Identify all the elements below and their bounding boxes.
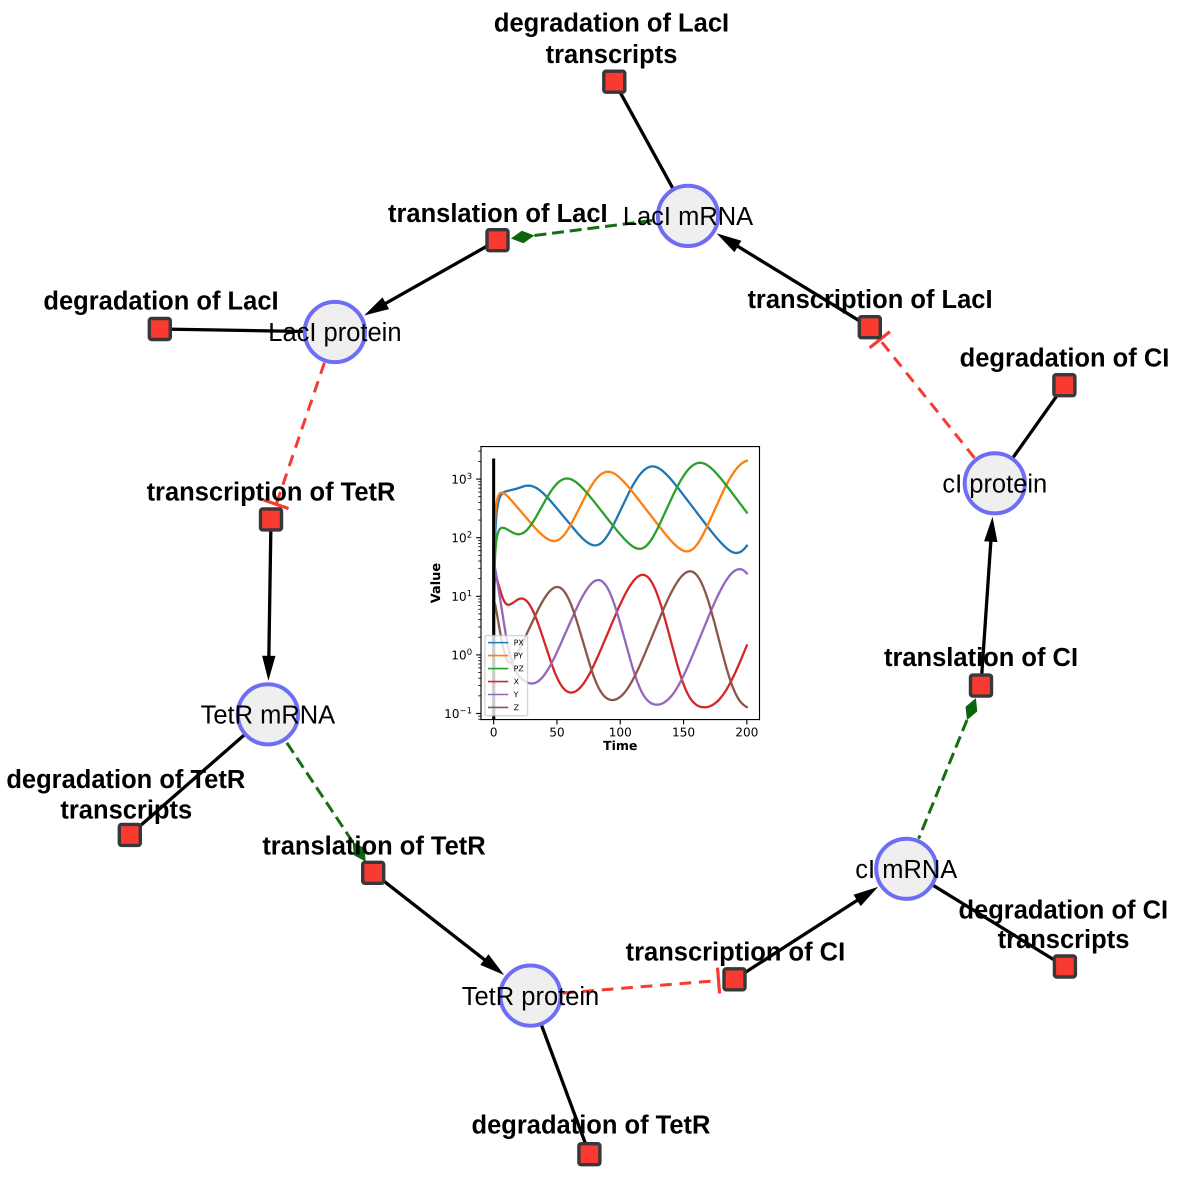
svg-text:degradation of LacI: degradation of LacI	[494, 10, 729, 38]
svg-text:transcription of CI: transcription of CI	[626, 939, 846, 967]
svg-text:transcripts: transcripts	[60, 797, 192, 825]
svg-text:LacI mRNA: LacI mRNA	[623, 203, 753, 231]
svg-text:translation of LacI: translation of LacI	[388, 200, 608, 228]
svg-text:transcription of TetR: transcription of TetR	[147, 479, 396, 507]
svg-text:degradation of TetR: degradation of TetR	[6, 766, 245, 794]
svg-text:LacI protein: LacI protein	[268, 319, 401, 347]
svg-text:transcription of LacI: transcription of LacI	[747, 286, 992, 314]
svg-text:TetR mRNA: TetR mRNA	[201, 702, 336, 730]
svg-text:degradation of CI: degradation of CI	[958, 897, 1168, 925]
svg-text:cI protein: cI protein	[942, 471, 1047, 499]
svg-text:transcripts: transcripts	[998, 926, 1130, 954]
svg-text:degradation of TetR: degradation of TetR	[472, 1112, 711, 1140]
svg-text:translation of CI: translation of CI	[884, 644, 1078, 672]
svg-text:transcripts: transcripts	[546, 41, 678, 69]
svg-text:TetR protein: TetR protein	[462, 983, 600, 1011]
svg-text:degradation of CI: degradation of CI	[960, 345, 1170, 373]
svg-text:cI mRNA: cI mRNA	[855, 856, 957, 884]
svg-text:degradation of LacI: degradation of LacI	[43, 288, 278, 316]
svg-text:translation of TetR: translation of TetR	[262, 833, 485, 861]
